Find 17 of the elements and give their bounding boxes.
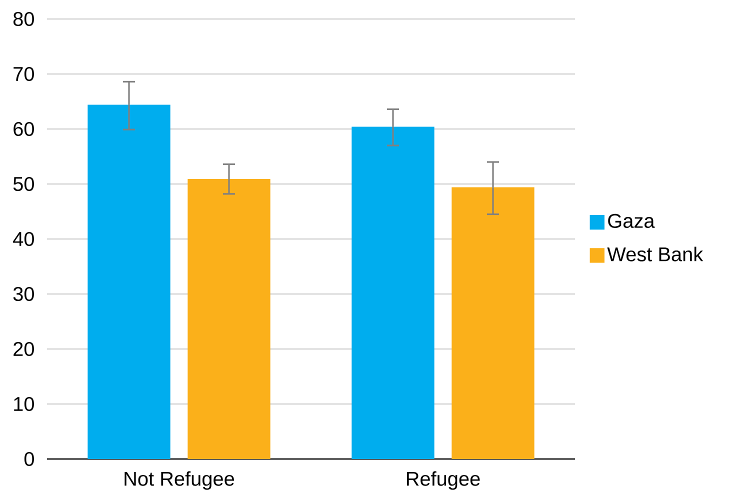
y-tick-label: 20 (14, 342, 34, 356)
x-tick-label: Not Refugee (124, 471, 234, 490)
x-tick-label: Refugee (406, 471, 480, 490)
y-tick-label: 60 (14, 122, 34, 136)
bar (188, 179, 270, 459)
y-tick-label: 40 (13, 232, 34, 246)
y-tick-label: 80 (13, 12, 34, 26)
bar (352, 126, 434, 459)
legend-label: West Bank (607, 246, 704, 262)
bar (452, 187, 534, 459)
legend-label: Gaza (608, 214, 655, 228)
y-tick-label: 10 (14, 396, 34, 412)
y-tick-label: 70 (14, 66, 34, 82)
y-tick-label: 50 (13, 176, 34, 192)
y-tick-label: 0 (24, 452, 34, 466)
y-tick-label: 30 (13, 286, 34, 302)
bar (88, 104, 170, 459)
